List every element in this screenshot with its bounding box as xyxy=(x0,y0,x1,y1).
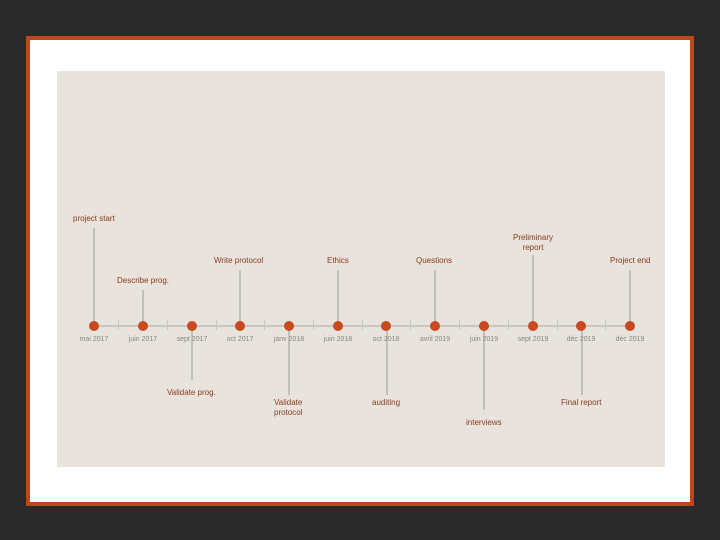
date-label: juin 2018 xyxy=(323,336,353,343)
axis-tick xyxy=(362,320,363,330)
date-label: oct 2017 xyxy=(226,336,254,343)
date-label: déc 2019 xyxy=(566,336,596,343)
axis-tick xyxy=(264,320,265,330)
date-label: mai 2017 xyxy=(79,336,109,343)
stem-ethics xyxy=(337,270,339,325)
date-label: juin 2017 xyxy=(128,336,158,343)
stem-validate-protocol xyxy=(288,325,290,395)
timeline-panel xyxy=(57,71,665,467)
event-project-start: project start xyxy=(73,214,115,223)
axis-tick xyxy=(410,320,411,330)
event-final-report: Final report xyxy=(561,398,602,407)
event-questions: Questions xyxy=(416,256,453,265)
milestone-dot xyxy=(235,321,245,331)
stem-describe-prog xyxy=(142,290,144,325)
milestone-dot xyxy=(625,321,635,331)
event-interviews: interviews xyxy=(466,418,502,427)
axis-tick xyxy=(167,320,168,330)
axis-tick xyxy=(118,320,119,330)
milestone-dot xyxy=(284,321,294,331)
axis-tick xyxy=(459,320,460,330)
date-label: oct 2018 xyxy=(372,336,400,343)
stem-project-end xyxy=(629,270,631,325)
event-validate-protocol-line1: Validate xyxy=(274,398,303,407)
event-describe-prog: Describe prog. xyxy=(117,276,170,285)
event-auditing: auditing xyxy=(372,398,401,407)
stem-auditing xyxy=(386,325,388,395)
event-write-protocol: Write protocol xyxy=(214,256,264,265)
axis-tick xyxy=(216,320,217,330)
date-label: juin 2019 xyxy=(469,336,499,343)
date-label: déc 2019 xyxy=(615,336,645,343)
milestone-dot xyxy=(576,321,586,331)
event-preliminary-report: Preliminary report xyxy=(508,233,558,254)
event-validate-prog: Validate prog. xyxy=(167,388,216,397)
milestone-dot xyxy=(89,321,99,331)
axis-tick xyxy=(508,320,509,330)
event-validate-protocol-line2: protocol xyxy=(274,408,303,418)
stem-interviews xyxy=(483,325,485,410)
stem-questions xyxy=(434,270,436,325)
stem-validate-prog xyxy=(191,325,193,380)
date-label: janv 2018 xyxy=(273,336,305,343)
stem-preliminary-report xyxy=(532,255,534,325)
stem-project-start xyxy=(93,228,95,325)
axis-tick xyxy=(605,320,606,330)
axis-tick xyxy=(557,320,558,330)
event-validate-protocol: Validate protocol xyxy=(274,398,302,419)
date-label: sept 2017 xyxy=(176,336,208,343)
milestone-dot xyxy=(430,321,440,331)
date-label: sept 2019 xyxy=(517,336,549,343)
event-preliminary-report-line1: Preliminary xyxy=(512,233,553,242)
milestone-dot xyxy=(187,321,197,331)
milestone-dot xyxy=(528,321,538,331)
milestone-dot xyxy=(479,321,489,331)
event-preliminary-report-line2: report xyxy=(522,243,544,253)
milestone-dot xyxy=(381,321,391,331)
axis-tick xyxy=(313,320,314,330)
stem-final-report xyxy=(581,325,583,395)
stem-write-protocol xyxy=(239,270,241,325)
event-ethics: Ethics xyxy=(327,256,349,265)
date-label: avril 2019 xyxy=(419,336,451,343)
milestone-dot xyxy=(138,321,148,331)
milestone-dot xyxy=(333,321,343,331)
event-project-end: Project end xyxy=(610,256,651,265)
